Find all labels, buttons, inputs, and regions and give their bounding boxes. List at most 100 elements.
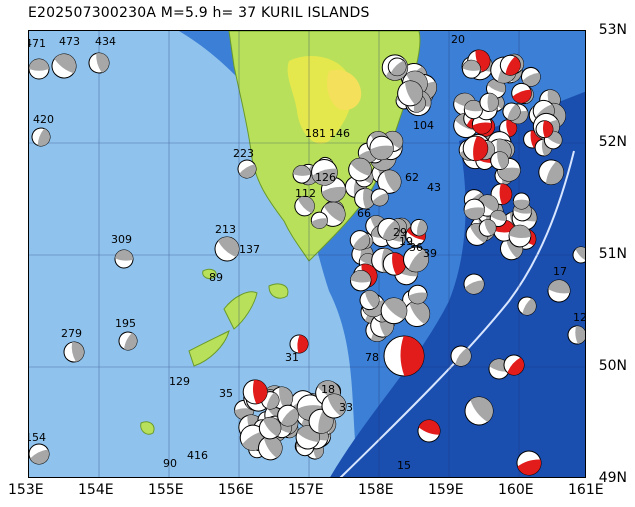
event-label: 18	[321, 383, 335, 396]
kamchatka-peak	[327, 69, 362, 111]
event-label: 20	[451, 33, 465, 46]
lon-label-161e: 161E	[568, 482, 604, 498]
focal-mechanism	[321, 393, 347, 419]
focal-mechanism	[370, 188, 389, 207]
focal-mechanism	[572, 246, 585, 264]
event-label: 19	[399, 235, 413, 248]
event-label: 146	[329, 127, 350, 140]
lat-label-52n: 52N	[598, 134, 627, 150]
event-label: 43	[427, 181, 441, 194]
focal-mechanism	[508, 224, 532, 248]
event-label: 12	[573, 311, 586, 324]
ocean-deep	[330, 91, 585, 477]
focal-mechanism	[403, 246, 429, 273]
focal-mechanism	[377, 169, 402, 194]
focal-mechanism	[490, 151, 509, 171]
focal-mechanism	[258, 435, 283, 461]
focal-mechanism	[380, 297, 408, 325]
lon-label-155e: 155E	[148, 482, 184, 498]
trench-line	[339, 150, 575, 477]
event-label: 29	[393, 226, 407, 239]
event-label: 195	[115, 317, 136, 330]
focal-mechanism	[292, 165, 312, 184]
island-onekotan	[188, 330, 230, 367]
event-label: 213	[215, 223, 236, 236]
event-label: 137	[239, 243, 260, 256]
event-label: 154	[29, 431, 46, 444]
focal-mechanism	[387, 57, 407, 77]
focal-mechanism	[359, 290, 380, 311]
event-label: 17	[553, 265, 567, 278]
focal-mechanism	[51, 53, 77, 79]
focal-mechanism	[114, 249, 134, 269]
focal-mechanism	[479, 92, 499, 113]
focal-mechanism	[397, 80, 424, 107]
focal-mechanism	[242, 379, 268, 405]
event-label: 126	[315, 171, 336, 184]
event-label: 112	[295, 187, 316, 200]
focal-mechanism	[377, 217, 401, 241]
lat-label-51n: 51N	[598, 246, 627, 262]
focal-mechanism	[88, 52, 110, 74]
focal-mechanism	[382, 252, 407, 276]
event-label: 471	[29, 37, 46, 50]
focal-mechanism	[277, 404, 299, 427]
lon-label-158e: 158E	[358, 482, 394, 498]
lon-label-160e: 160E	[498, 482, 534, 498]
event-label: 90	[163, 457, 177, 470]
lon-label-159e: 159E	[428, 482, 464, 498]
focal-mechanism	[258, 416, 282, 440]
focal-mechanism	[512, 192, 530, 210]
focal-mechanism	[410, 218, 428, 237]
focal-mechanism	[349, 230, 371, 251]
island-small	[140, 421, 155, 435]
event-label: 89	[209, 271, 223, 284]
event-label: 39	[423, 247, 437, 260]
island-shumshu	[268, 283, 289, 299]
focal-mechanism	[478, 219, 497, 237]
focal-mechanism	[295, 425, 320, 450]
focal-mechanism	[462, 135, 489, 162]
focal-mechanism	[517, 296, 537, 316]
lat-label-53n: 53N	[598, 22, 627, 38]
focal-mechanism	[535, 120, 554, 139]
event-label: 15	[397, 459, 411, 472]
focal-mechanism	[499, 54, 521, 76]
event-label: 66	[357, 207, 371, 220]
focal-mechanism	[503, 354, 525, 376]
event-label: 36	[409, 241, 423, 254]
focal-mechanism	[214, 236, 240, 262]
focal-mechanism	[407, 284, 428, 305]
lon-label-157e: 157E	[288, 482, 324, 498]
focal-mechanism	[237, 159, 257, 179]
focal-mechanism	[521, 66, 541, 87]
focal-mechanism	[350, 269, 372, 292]
event-label: 35	[219, 387, 233, 400]
focal-mechanism	[417, 419, 441, 443]
event-label: 309	[111, 233, 132, 246]
lon-label-156e: 156E	[218, 482, 254, 498]
focal-mechanism	[502, 102, 521, 121]
event-label: 33	[339, 401, 353, 414]
event-label: 104	[413, 119, 434, 132]
lon-label-154e: 154E	[78, 482, 114, 498]
focal-mechanism	[499, 119, 518, 138]
focal-mechanism	[31, 127, 51, 147]
event-label: 62	[405, 171, 419, 184]
focal-mechanism	[403, 300, 431, 328]
focal-mechanism	[547, 279, 571, 303]
map-title: E202507300230A M=5.9 h= 37 KURIL ISLANDS	[28, 5, 370, 21]
island-paramushir	[223, 291, 258, 330]
focal-mechanism	[538, 159, 564, 186]
event-label: 420	[33, 113, 54, 126]
focal-mechanism	[464, 396, 494, 426]
focal-mechanism	[450, 345, 472, 367]
focal-mechanism	[567, 325, 585, 345]
event-label: 223	[233, 147, 254, 160]
lat-label-49n: 49N	[598, 470, 627, 486]
focal-mechanism	[311, 158, 338, 186]
lat-label-50n: 50N	[598, 358, 627, 374]
focal-mechanism	[463, 99, 484, 120]
